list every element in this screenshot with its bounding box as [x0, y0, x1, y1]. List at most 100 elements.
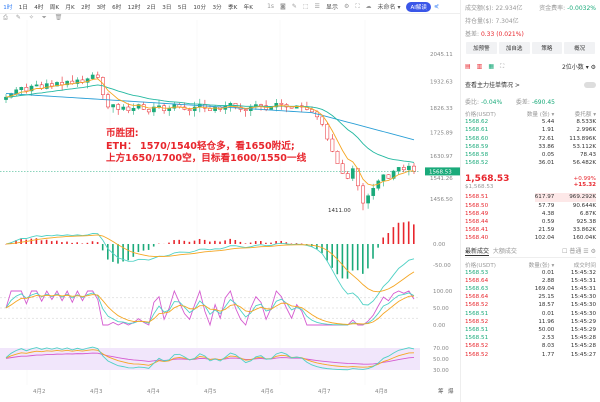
macd-bar	[341, 244, 344, 279]
macd-bar	[316, 244, 318, 250]
trades-row[interactable]: 1568.52 8.03 15:45:28	[465, 342, 596, 350]
decimals-select[interactable]: 2位小数	[561, 64, 584, 71]
bids-row[interactable]: 1568.50 57.79 90.644K	[465, 202, 596, 210]
asks-row[interactable]: 1568.59 33.86 53.112K	[465, 143, 596, 151]
settings-icon[interactable]: ⚙	[590, 248, 596, 256]
camera-icon[interactable]: ◙	[280, 3, 286, 10]
expand-icon[interactable]: ⛶	[500, 62, 511, 70]
alert-button[interactable]: 加预警	[466, 42, 497, 54]
timeframe-13[interactable]: 3分	[212, 4, 222, 11]
watchlist-button[interactable]: 加自选	[498, 42, 530, 54]
timeframe-0[interactable]: 1时	[3, 4, 13, 11]
ai-analysis-button[interactable]: AI解读	[406, 1, 431, 12]
timeframe-14[interactable]: 季K	[227, 4, 238, 11]
amount: 50.00	[538, 327, 555, 334]
menu-icon[interactable]: ☰	[314, 3, 320, 10]
bids-row[interactable]: 1568.40 102.04 160.04K	[465, 234, 596, 242]
overview-button[interactable]: 概况	[564, 42, 595, 54]
col-amount[interactable]: 数量(张) ▾	[528, 262, 555, 269]
normal-filter[interactable]: 普通	[569, 248, 582, 256]
list-icon[interactable]: ☰	[583, 248, 589, 256]
bids-row[interactable]: 1568.44 0.59 925.38	[465, 218, 596, 226]
settings-icon[interactable]: ⚙	[590, 64, 596, 71]
trades-row[interactable]: 1568.53 0.01 15:45:32	[465, 269, 596, 277]
magnet-icon[interactable]: ✧	[28, 14, 34, 21]
macd-bar	[224, 240, 226, 244]
trades-row[interactable]: 1568.63 169.04 15:45:31	[465, 285, 596, 293]
timeframe-1[interactable]: 1日	[18, 4, 28, 11]
macd-bar	[66, 241, 68, 244]
col-amount[interactable]: 数量 (张) ▾	[526, 112, 555, 119]
funding-label: 资金费率:	[539, 5, 566, 12]
fullscreen-icon[interactable]: ⛶	[355, 2, 360, 10]
total: 56.482K	[572, 160, 597, 167]
checkbox-icon[interactable]: ☐	[562, 248, 568, 256]
trades-row[interactable]: 1568.52 11.96 15:45:29	[465, 318, 596, 326]
timeframe-2[interactable]: 4时	[34, 4, 44, 11]
whale-orders-link[interactable]: 查看主力挂单情况 >	[465, 82, 520, 89]
candle-body	[90, 74, 95, 79]
timeframe-12[interactable]: 10分	[193, 4, 207, 11]
timeframe-7[interactable]: 6时	[112, 4, 122, 11]
col-price[interactable]: 价格(USDT)	[465, 112, 496, 119]
asks-row[interactable]: 1568.61 1.91 2.996K	[465, 126, 596, 134]
candle-body	[289, 106, 294, 109]
funding-value: -0.0032%	[567, 5, 596, 12]
book-asks-icon[interactable]: ▦	[488, 62, 501, 70]
strategy-button[interactable]: 策略	[531, 42, 563, 54]
trades-row[interactable]: 1568.51 50.00 15:45:29	[465, 326, 596, 334]
kline-chart[interactable]: 2045.11 1932.63 1826.33 1725.89 1630.97 1541.…	[0, 20, 460, 402]
trades-row[interactable]: 1568.51 0.01 15:45:30	[465, 310, 596, 318]
trash-icon[interactable]: 🗑	[54, 14, 63, 21]
trades-row[interactable]: 1568.64 25.15 15:45:30	[465, 293, 596, 301]
asks-row[interactable]: 1568.58 0.05 78.43	[465, 151, 596, 159]
time: 15:45:31	[570, 277, 597, 284]
layout-select[interactable]: 未命名 ▾	[377, 4, 401, 11]
share-icon[interactable]: ⋞	[433, 3, 439, 10]
trades-row[interactable]: 1568.64 2.88 15:45:31	[465, 277, 596, 285]
timeframe-8[interactable]: 12时	[127, 4, 141, 11]
trades-row[interactable]: 1568.52 1.77 15:45:27	[465, 351, 596, 359]
book-both-icon[interactable]: ▤	[465, 62, 477, 70]
timeframe-3[interactable]: 周K	[49, 4, 60, 11]
cloud-icon[interactable]: ☁	[365, 3, 372, 10]
total: 113.896K	[569, 135, 597, 142]
asks-row[interactable]: 1568.52 36.01 56.482K	[465, 159, 596, 167]
macd-bar	[142, 244, 145, 251]
settings-icon[interactable]: ⚙	[343, 3, 350, 10]
trades-row[interactable]: 1568.52 18.57 15:45:30	[465, 301, 596, 309]
macd-tick: -50.00	[433, 263, 451, 269]
book-bids-icon[interactable]: ▥	[476, 62, 489, 70]
tab-large-trades[interactable]: 大额成交	[492, 248, 517, 256]
timeframe-15[interactable]: 年K	[243, 4, 253, 11]
trades-row[interactable]: 1568.51 2.53 15:45:28	[465, 334, 596, 342]
frame-icon[interactable]: ⬚	[302, 3, 309, 10]
price-tick: 1630.97	[430, 154, 453, 160]
bids-row[interactable]: 1568.51 617.97 969.292K	[465, 193, 596, 202]
timeframe-5[interactable]: 2时	[81, 4, 91, 11]
macd-bar	[183, 240, 186, 244]
candle-body	[126, 106, 131, 111]
display-button[interactable]: 显示	[325, 4, 338, 11]
timeframe-10[interactable]: 3日	[162, 4, 172, 11]
note-icon[interactable]: ✎	[15, 14, 21, 21]
pen-icon[interactable]: ✎	[291, 3, 297, 10]
interval-1s[interactable]: 1s	[267, 3, 275, 10]
asks-row[interactable]: 1568.62 5.44 8.533K	[465, 118, 596, 126]
col-total[interactable]: 委托额 ▾	[574, 112, 597, 119]
amount: 0.01	[541, 269, 555, 276]
bids-row[interactable]: 1568.41 21.59 33.862K	[465, 226, 596, 234]
timeframe-6[interactable]: 3时	[96, 4, 106, 11]
filter-icon[interactable]: ⏷	[41, 14, 47, 21]
timeframe-9[interactable]: 2日	[146, 4, 156, 11]
price: 1568.63	[465, 286, 489, 293]
candle-body	[55, 82, 59, 87]
tab-latest-trades[interactable]: 最新成交	[465, 248, 490, 257]
timeframe-4[interactable]: 月K	[65, 4, 75, 11]
bids-row[interactable]: 1568.49 4.38 6.87K	[465, 210, 596, 218]
asks-row[interactable]: 1568.60 72.61 113.896K	[465, 135, 596, 143]
whale-toggle[interactable]	[584, 81, 596, 88]
timeframe-11[interactable]: 5日	[177, 4, 187, 11]
macd-bar	[209, 241, 211, 244]
lock-icon[interactable]: ⎙	[3, 14, 8, 21]
